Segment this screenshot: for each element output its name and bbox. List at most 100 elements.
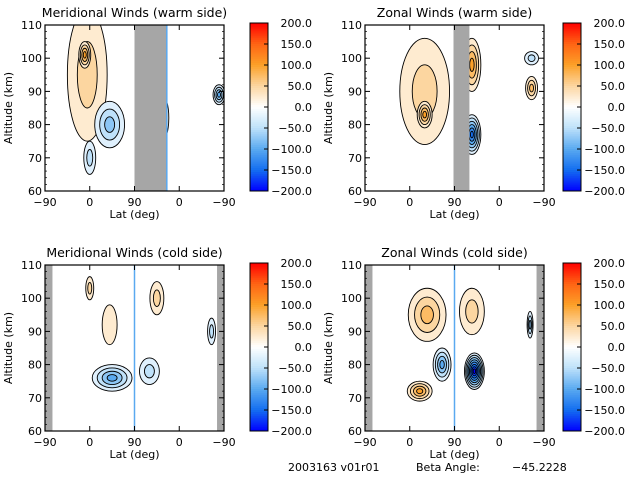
colorbar-cell — [250, 296, 268, 300]
colorbar-cell — [250, 176, 268, 179]
colorbar-cell — [563, 79, 581, 83]
contour-level — [529, 83, 535, 93]
colorbar-cell — [563, 315, 581, 319]
x-axis-label: Lat (deg) — [110, 448, 160, 461]
colorbar-cell — [563, 100, 581, 104]
colorbar-tick-label: 50.0 — [288, 320, 313, 333]
colorbar: 200.0 150.0 100.0 50.0 0.0 −50.0 −100.0 −150.0 −… — [249, 257, 313, 438]
colorbar-cell — [250, 119, 268, 123]
colorbar-cell — [250, 426, 268, 430]
colorbar-cell — [250, 161, 268, 165]
colorbar-cell — [563, 305, 581, 308]
colorbar-cell — [563, 29, 581, 32]
colorbar-cell — [250, 311, 268, 314]
colorbar-tick-label: −100.0 — [584, 143, 625, 156]
colorbar-cell — [563, 422, 581, 426]
colorbar-cell — [250, 31, 268, 34]
colorbar-cell — [250, 340, 268, 344]
colorbar-cell — [563, 309, 581, 312]
colorbar-cell — [250, 393, 268, 396]
colorbar-cell — [250, 269, 268, 272]
colorbar-tick-label: 100.0 — [594, 59, 626, 72]
colorbar-cell — [250, 294, 268, 298]
colorbar-tick-label: 100.0 — [281, 299, 313, 312]
colorbar-cell — [563, 58, 581, 62]
contour-blob — [524, 51, 539, 66]
colorbar-cell — [250, 94, 268, 97]
colorbar-cell — [250, 83, 268, 87]
colorbar-cell — [250, 136, 268, 139]
x-tick-label: 0 — [86, 436, 93, 449]
colorbar-cell — [250, 146, 268, 150]
colorbar-cell — [250, 286, 268, 289]
colorbar-cell — [563, 44, 581, 47]
colorbar-cell — [250, 165, 268, 169]
colorbar-cell — [563, 48, 581, 51]
colorbar-cell — [250, 159, 268, 163]
colorbar-cell — [250, 359, 268, 363]
colorbar-cell — [563, 182, 581, 186]
contour-level — [469, 57, 475, 72]
colorbar-cell — [563, 144, 581, 148]
x-tick-label: 90 — [448, 436, 462, 449]
colorbar-cell — [250, 167, 268, 171]
panel-2: 60 70 80 90 100 110 −90 0 90 0 −90 Lat (deg) Altitud… — [322, 5, 625, 221]
colorbar-cell — [250, 422, 268, 426]
y-tick-label: 100 — [341, 292, 362, 305]
colorbar-cell — [563, 52, 581, 55]
colorbar-cell — [563, 269, 581, 272]
colorbar-cell — [250, 125, 268, 129]
contour-level — [101, 304, 118, 346]
colorbar-cell — [250, 334, 268, 337]
colorbar-cell — [250, 372, 268, 375]
colorbar-cell — [563, 414, 581, 417]
colorbar-cell — [563, 119, 581, 123]
colorbar-cell — [563, 180, 581, 184]
contour-level — [469, 130, 474, 139]
colorbar-cell — [250, 60, 268, 64]
colorbar-cell — [250, 403, 268, 407]
colorbar-tick-label: 50.0 — [601, 320, 626, 333]
colorbar-tick-label: 0.0 — [295, 341, 313, 354]
colorbar-tick-label: −150.0 — [271, 404, 312, 417]
colorbar-cell — [250, 410, 268, 413]
colorbar-cell — [563, 292, 581, 295]
colorbar-tick-label: −50.0 — [591, 362, 625, 375]
colorbar-cell — [563, 159, 581, 163]
colorbar-cell — [250, 184, 268, 188]
y-tick-label: 80 — [28, 119, 42, 132]
colorbar-cell — [563, 121, 581, 125]
colorbar-cell — [563, 176, 581, 179]
y-tick-label: 80 — [348, 359, 362, 372]
colorbar-cell — [563, 178, 581, 181]
y-tick-label: 100 — [21, 52, 42, 65]
colorbar-cell — [563, 37, 581, 41]
y-tick-label: 60 — [28, 425, 42, 438]
colorbar-cell — [563, 302, 581, 306]
colorbar-tick-label: 100.0 — [281, 59, 313, 72]
colorbar-cell — [563, 128, 581, 131]
colorbar-cell — [250, 277, 268, 281]
colorbar-cell — [563, 397, 581, 400]
colorbar-cell — [250, 132, 268, 135]
colorbar-cell — [563, 267, 581, 270]
colorbar-cell — [563, 319, 581, 323]
colorbar-cell — [563, 330, 581, 333]
colorbar-tick-label: −150.0 — [584, 164, 625, 177]
colorbar-cell — [563, 275, 581, 279]
x-tick-label: 0 — [86, 196, 93, 209]
colorbar-cell — [250, 174, 268, 177]
colorbar-cell — [563, 123, 581, 127]
colorbar-cell — [563, 372, 581, 375]
x-tick-label: 0 — [176, 436, 183, 449]
colorbar-cell — [250, 267, 268, 270]
colorbar-cell — [250, 54, 268, 58]
colorbar-cell — [563, 313, 581, 316]
colorbar-cell — [250, 92, 268, 95]
panel-3: 60 70 80 90 100 110 −90 0 90 0 −90 Lat (deg) Altitud… — [2, 245, 312, 461]
colorbar-cell — [563, 98, 581, 102]
colorbar-cell — [563, 281, 581, 285]
colorbar-cell — [250, 102, 268, 106]
colorbar-cell — [563, 355, 581, 358]
colorbar-cell — [250, 62, 268, 66]
